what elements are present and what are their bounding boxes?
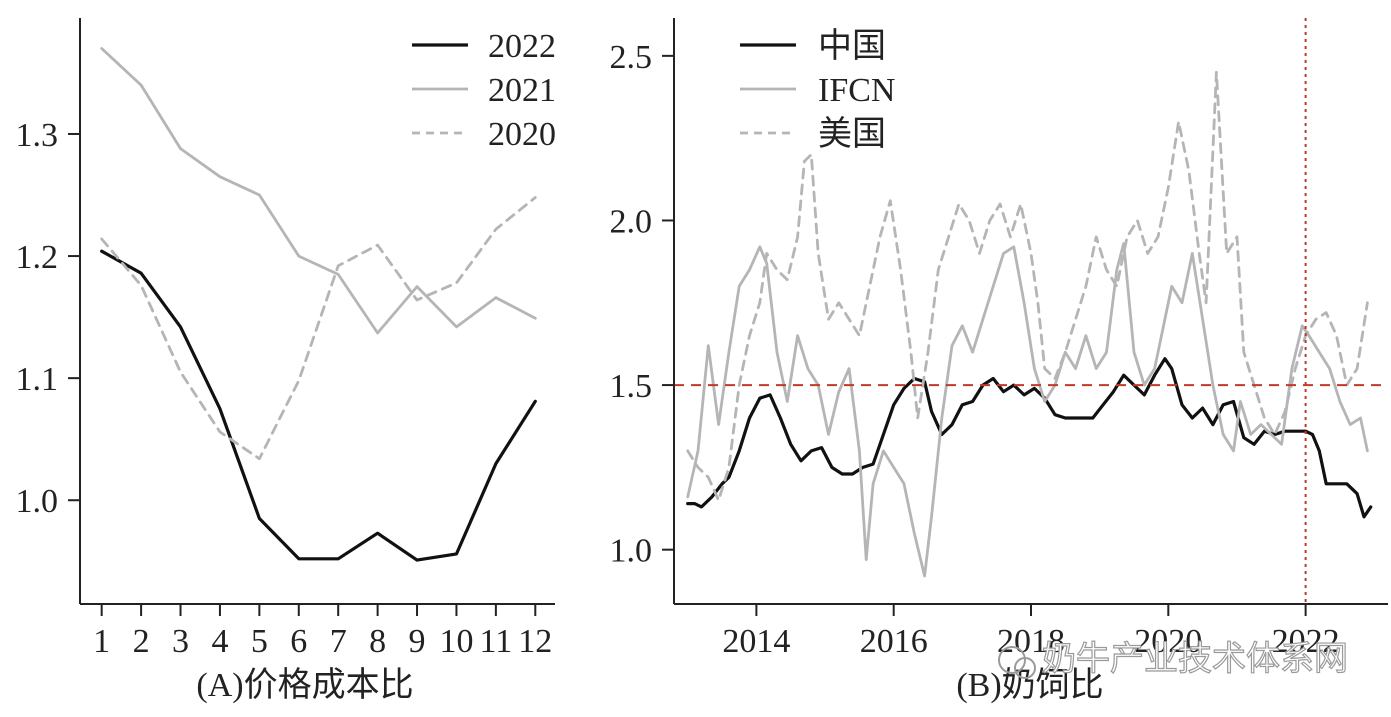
y-tick-label: 1.1 [16, 361, 59, 398]
x-tick-label: 6 [290, 623, 307, 660]
x-tick-label: 2020 [1134, 623, 1202, 660]
series-line-a-2 [100, 196, 537, 461]
x-tick-label: 5 [251, 623, 268, 660]
panel-b-legend: 中国 IFCN 美国 [740, 27, 895, 153]
x-tick-label: 3 [172, 623, 189, 660]
series-line-b-2 [686, 70, 1369, 502]
panel-a-legend: 2022 2021 2020 [412, 28, 556, 153]
series-line-b-1 [686, 242, 1369, 578]
legend-label-1: IFCN [818, 72, 895, 109]
x-tick-label: 11 [479, 623, 512, 660]
x-tick-label: 9 [409, 623, 426, 660]
y-tick-label: 1.5 [610, 368, 653, 405]
watermark-text: 奶牛产业技术体系网 [1042, 640, 1348, 678]
x-tick-label: 2014 [722, 623, 790, 660]
panel-b-caption: (B)奶饲比 [956, 666, 1103, 704]
x-tick-label: 2022 [1272, 623, 1340, 660]
panel-a-axes: 1 2 3 4 5 6 7 8 9 10 11 121.01.11.21.3 [16, 18, 555, 660]
x-tick-label: 2018 [997, 623, 1065, 660]
watermark-logo-icon [998, 646, 1036, 679]
y-tick-label: 1.0 [16, 483, 59, 520]
panel-a-price-cost-ratio: 1 2 3 4 5 6 7 8 9 10 11 121.01.11.21.3 202220212020… [16, 18, 556, 704]
legend-label-2: 美国 [818, 115, 886, 153]
x-tick-label: 7 [330, 623, 347, 660]
y-tick-label: 2.5 [610, 39, 653, 76]
x-tick-label: 2016 [860, 623, 928, 660]
legend-label-0: 2022 [488, 28, 556, 65]
series-line-a-1 [100, 47, 537, 335]
panel-b-series [686, 70, 1373, 578]
x-tick-label: 12 [518, 623, 552, 660]
x-tick-label: 4 [211, 623, 228, 660]
x-tick-label: 2 [133, 623, 150, 660]
legend-label-0: 中国 [818, 27, 886, 65]
watermark: 奶牛产业技术体系网 [998, 639, 1349, 679]
y-tick-label: 1.0 [610, 533, 653, 570]
series-line-a-0 [100, 249, 537, 562]
panel-b-reference-lines [674, 18, 1388, 604]
x-tick-label: 10 [439, 623, 473, 660]
panel-b-milk-feed-ratio: 2014 2016 2018 2020 2022 1.0 1.5 2.0 2.5 中国 IFCN 美… [610, 18, 1388, 704]
y-tick-label: 1.3 [16, 117, 59, 154]
x-tick-label: 1 [93, 623, 110, 660]
panel-a-caption: (A)价格成本比 [196, 666, 413, 704]
panel-b-axes: 2014 2016 2018 2020 2022 1.0 1.5 2.0 2.5 [610, 18, 1388, 660]
y-tick-label: 2.0 [610, 203, 653, 240]
x-tick-label: 8 [369, 623, 386, 660]
y-tick-label: 1.2 [16, 239, 59, 276]
legend-label-1: 2021 [488, 72, 556, 109]
panel-a-series [100, 47, 537, 562]
legend-label-2: 2020 [488, 116, 556, 153]
